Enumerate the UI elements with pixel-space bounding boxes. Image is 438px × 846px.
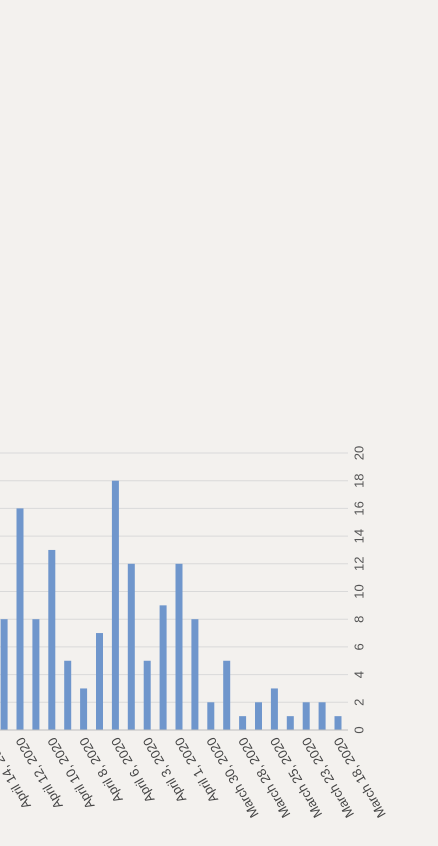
bar [255,702,262,730]
bar [223,660,231,730]
y-tick-label: 6 [351,643,366,650]
bar [80,688,88,730]
bar [32,619,40,730]
bar [239,716,247,730]
y-tick-label: 14 [351,529,366,543]
bar [111,480,119,730]
bar [0,619,8,730]
bar [48,549,56,730]
y-tick-label: 10 [351,584,366,598]
bar [16,508,24,730]
y-tick-labels: 0 2 4 6 8 10 12 14 16 18 20 [351,446,366,734]
y-tick-label: 0 [351,726,366,733]
bar [270,688,278,730]
bar [191,619,199,730]
bar [127,563,135,730]
y-tick-label: 8 [351,616,366,623]
bar [64,660,72,730]
bar [159,605,167,730]
bar [302,702,310,730]
bars [0,480,342,730]
bar [207,702,215,730]
bar [96,633,103,730]
y-tick-label: 2 [351,699,366,706]
bar [286,716,294,730]
y-tick-label: 12 [351,557,366,571]
y-tick-label: 4 [351,671,366,678]
bar [318,702,326,730]
y-tick-label: 20 [351,446,366,460]
gridlines [0,452,348,731]
y-tick-label: 18 [351,473,366,487]
bar [334,716,342,730]
y-tick-label: 16 [351,501,366,515]
bar [143,660,151,730]
bar [175,563,183,730]
